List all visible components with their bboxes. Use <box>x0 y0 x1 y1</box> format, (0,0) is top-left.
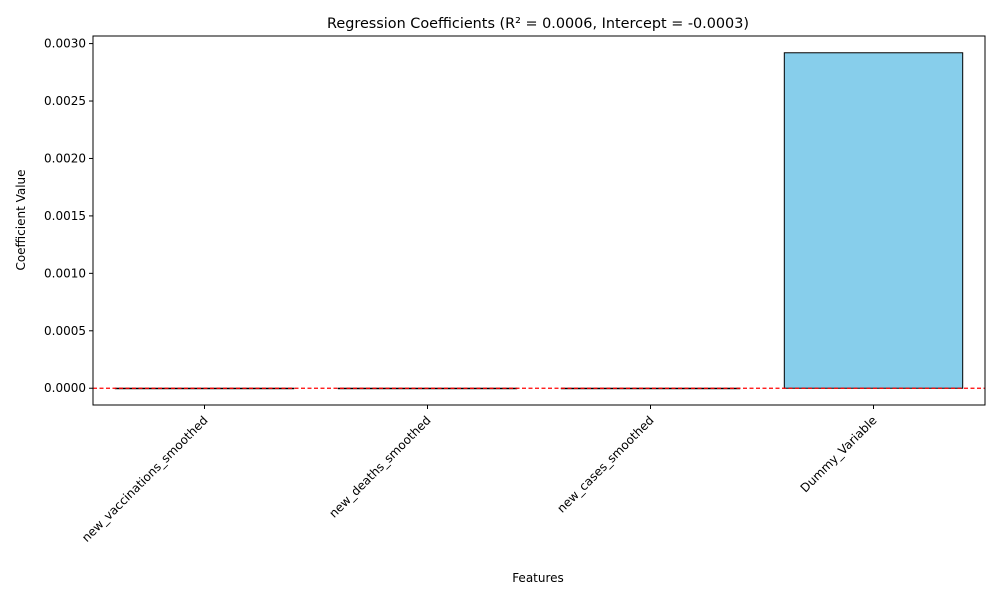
plot-frame <box>92 35 986 406</box>
x-tick-label: Dummy_Variable <box>798 413 880 495</box>
x-tick-label: new_vaccinations_smoothed <box>79 413 210 544</box>
plot-area <box>92 35 986 406</box>
y-axis: 0.0000 0.0005 0.0010 0.0015 0.0020 0.0025 0.00… <box>44 37 93 395</box>
x-tick-label: new_deaths_smoothed <box>326 413 433 520</box>
y-axis-label: Coefficient Value <box>14 169 28 270</box>
y-tick-label: 0.0010 <box>44 266 86 280</box>
y-tick-label: 0.0030 <box>44 37 86 51</box>
x-axis-label: Features <box>512 571 564 585</box>
y-tick-label: 0.0020 <box>44 151 86 165</box>
y-tick-label: 0.0000 <box>44 381 86 395</box>
y-tick-label: 0.0015 <box>44 209 86 223</box>
x-tick-label: new_cases_smoothed <box>554 413 656 515</box>
y-tick-label: 0.0025 <box>44 94 86 108</box>
x-axis: new_vaccinations_smoothed new_deaths_smoo… <box>79 405 880 545</box>
y-tick-label: 0.0005 <box>44 324 86 338</box>
bar-3 <box>783 52 964 389</box>
chart-title: Regression Coefficients (R² = 0.0006, In… <box>327 16 749 32</box>
